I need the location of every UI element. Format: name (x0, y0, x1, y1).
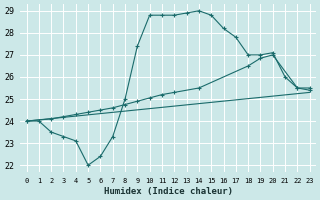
X-axis label: Humidex (Indice chaleur): Humidex (Indice chaleur) (104, 187, 233, 196)
